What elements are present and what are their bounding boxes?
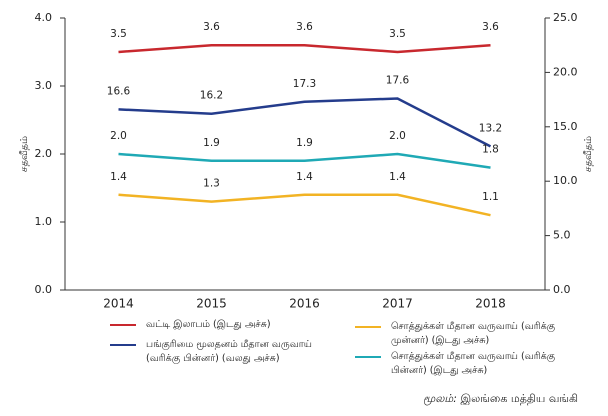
data-label: 2.0 xyxy=(110,130,127,142)
y-tick-label: 0.0 xyxy=(35,283,53,296)
y2-tick-label: 5.0 xyxy=(553,229,571,242)
y2-tick-label: 0.0 xyxy=(553,283,571,296)
data-label: 2.0 xyxy=(389,130,406,142)
y2-tick-label: 25.0 xyxy=(553,11,578,24)
legend-item: சொத்துக்கள் மீதான வருவாய் (வரிக்கு பின்ன… xyxy=(355,350,565,378)
y-tick-label: 1.0 xyxy=(35,215,53,228)
legend-item: பங்குரிமை மூலதனம் மீதான வருவாய் (வரிக்கு… xyxy=(110,338,320,366)
legend-text: பங்குரிமை மூலதனம் மீதான வருவாய் (வரிக்கு… xyxy=(146,339,312,364)
legend-text: வட்டி இலாபம் (இடது அச்சு) xyxy=(146,319,271,330)
legend-text: சொத்துக்கள் மீதான வருவாய் (வரிக்கு பின்ன… xyxy=(391,351,556,376)
y-tick-label: 4.0 xyxy=(35,11,53,24)
data-label: 1.8 xyxy=(482,144,499,156)
data-label: 17.6 xyxy=(386,75,410,87)
data-label: 1.9 xyxy=(296,137,313,149)
data-label: 3.6 xyxy=(482,21,499,33)
y-axis-label: சதவீதம் xyxy=(19,136,30,172)
chart: சதவீதம் சதவீதம் 0.0 1.0 2.0 3.0 4.0 0.0 5.0 10.… xyxy=(19,11,594,311)
legend-swatch xyxy=(355,356,381,358)
y2-tick-label: 20.0 xyxy=(553,65,578,78)
legend-text: சொத்துக்கள் மீதான வருவாய் (வரிக்கு முன்ன… xyxy=(391,321,556,346)
data-label: 3.5 xyxy=(110,28,127,40)
data-label: 1.4 xyxy=(110,171,127,183)
source-text: இலங்கை மத்திய வங்கி xyxy=(460,392,578,405)
source-label: மூலம்: xyxy=(423,392,457,405)
data-label: 13.2 xyxy=(479,122,502,134)
x-tick-label: 2018 xyxy=(475,297,506,311)
legend-swatch xyxy=(110,344,136,346)
series-line xyxy=(118,193,491,217)
legend-swatch xyxy=(355,326,381,328)
data-label: 3.5 xyxy=(389,28,406,40)
y-tick-label: 2.0 xyxy=(35,147,53,160)
series-line xyxy=(118,152,491,169)
x-tick-label: 2017 xyxy=(382,297,413,311)
data-label: 1.4 xyxy=(389,171,406,183)
data-label: 1.9 xyxy=(203,137,220,149)
data-label: 17.3 xyxy=(293,78,316,90)
series-line xyxy=(118,97,492,148)
legend-item: வட்டி இலாபம் (இடது அச்சு) xyxy=(110,318,350,332)
data-label: 1.3 xyxy=(203,178,220,190)
data-label: 1.1 xyxy=(482,191,499,203)
data-label: 16.6 xyxy=(107,85,131,97)
data-label: 3.6 xyxy=(203,21,220,33)
x-tick-label: 2014 xyxy=(103,297,134,311)
source: மூலம்: இலங்கை மத்திய வங்கி xyxy=(423,392,578,407)
legend-item: சொத்துக்கள் மீதான வருவாய் (வரிக்கு முன்ன… xyxy=(355,320,565,348)
y2-tick-label: 15.0 xyxy=(553,120,578,133)
series-line xyxy=(118,43,491,54)
data-label: 3.6 xyxy=(296,21,313,33)
x-tick-label: 2016 xyxy=(289,297,320,311)
y2-tick-label: 10.0 xyxy=(553,174,578,187)
y2-axis-label: சதவீதம் xyxy=(583,136,594,172)
y-tick-label: 3.0 xyxy=(35,79,53,92)
legend-swatch xyxy=(110,324,136,326)
data-label: 16.2 xyxy=(200,90,223,102)
data-label: 1.4 xyxy=(296,171,313,183)
x-tick-label: 2015 xyxy=(196,297,227,311)
